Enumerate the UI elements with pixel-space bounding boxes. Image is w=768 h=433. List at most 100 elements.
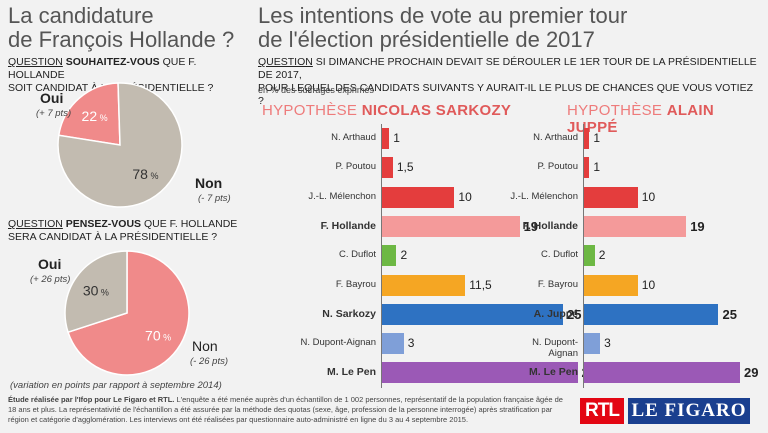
bar-chart-juppe: N. Arthaud 1 P. Poutou 1 J.-L. Mélenchon 10 F.…	[508, 124, 758, 390]
bar-value-label: 1,5	[396, 160, 414, 175]
candidate-label: P. Poutou	[537, 161, 578, 173]
bar	[584, 362, 740, 384]
bar-axis	[381, 124, 382, 388]
pie2-question: QUESTION PENSEZ-VOUS QUE F. HOLLANDE SER…	[8, 218, 248, 244]
candidate-label: F. Bayrou	[537, 278, 578, 290]
bar	[584, 274, 638, 296]
bar	[584, 128, 590, 149]
bar-value-label: 1	[593, 160, 601, 175]
pie-slice-oui	[57, 82, 121, 146]
footer-line3: région et catégorie d'agglomération. Les…	[8, 415, 469, 424]
left-title-line1: La candidature	[8, 3, 154, 28]
candidate-label: M. Le Pen	[326, 366, 376, 379]
hypothesis-name: NICOLAS SARKOZY	[361, 102, 512, 119]
left-title-line2: de François Hollande ?	[8, 27, 235, 52]
pie2-oui-label: Oui	[38, 256, 62, 272]
bar-value-label: 1	[593, 131, 601, 145]
question-line2: POUR LEQUEL DES CANDIDATS SUIVANTS Y AUR…	[258, 82, 753, 107]
bar	[382, 303, 564, 325]
candidate-label: F. Hollande	[522, 219, 578, 232]
pie1-question: QUESTION SOUHAITEZ-VOUS QUE F. HOLLANDE …	[8, 56, 248, 95]
bar	[584, 157, 590, 179]
candidate-label: N. Arthaud	[331, 132, 376, 143]
bar	[382, 215, 520, 237]
bar-value-label: 10	[641, 277, 656, 292]
unit-note: en % des suffrages exprimés	[258, 85, 374, 95]
bar-value-label: 25	[567, 306, 582, 322]
question-bold: SOUHAITEZ-VOUS	[65, 56, 160, 68]
pie-chart-2: 70 % 30 %	[64, 250, 190, 376]
variation-note: (variation en points par rapport à septe…	[10, 380, 222, 391]
bar	[382, 157, 393, 179]
question-prefix: QUESTION	[8, 218, 63, 230]
bar-value-label: 2	[598, 248, 606, 263]
pie2-non-change: (- 26 pts)	[190, 356, 229, 367]
bar	[584, 333, 601, 355]
bar-value-label: 19	[690, 218, 705, 234]
right-title-line1: Les intentions de vote au premier tour	[258, 3, 628, 28]
bar-value-label: 25	[722, 306, 737, 322]
candidate-label: N. Sarkozy	[322, 307, 376, 320]
pie1-non-change: (- 7 pts)	[198, 193, 231, 204]
pie-slice-non	[64, 250, 128, 334]
bar	[584, 186, 638, 208]
right-title: Les intentions de vote au premier tour d…	[258, 4, 627, 52]
bar	[382, 362, 578, 384]
pie-slice-value: 30 %	[83, 282, 109, 298]
hypothesis-name: ALAIN JUPPÉ	[567, 102, 715, 136]
question-bold: PENSEZ-VOUS	[65, 218, 142, 230]
hypothesis-title-juppe: HYPOTHÈSE ALAIN JUPPÉ	[567, 102, 768, 136]
bar-value-label: 11,5	[469, 277, 492, 292]
candidate-label: N. Dupont-Aignan	[300, 337, 376, 349]
rtl-logo: RTL	[580, 398, 624, 424]
pie-slice-value: 22 %	[82, 108, 108, 124]
question-prefix: QUESTION	[258, 56, 313, 68]
right-title-line2: de l'élection présidentielle de 2017	[258, 27, 595, 52]
bar-axis	[583, 124, 584, 388]
bar-chart-sarkozy: N. Arthaud 1 P. Poutou 1,5 J.-L. Mélenchon 10…	[258, 124, 596, 390]
bar	[382, 333, 404, 355]
bar-value-label: 10	[641, 189, 656, 204]
vote-question: QUESTION SI DIMANCHE PROCHAIN DEVAIT SE …	[258, 56, 758, 108]
candidate-label: F. Hollande	[320, 219, 376, 232]
bar	[584, 245, 595, 267]
question-prefix: QUESTION	[8, 56, 63, 68]
footer-line1: L'enquête a été menée auprès d'un échant…	[176, 395, 563, 404]
bar-value-label: 3	[407, 336, 415, 351]
candidate-label: M. Le Pen	[528, 366, 578, 379]
bar-value-label: 1	[393, 131, 400, 145]
bar	[382, 186, 455, 208]
candidate-label: J.-L. Mélenchon	[510, 190, 578, 202]
bar	[382, 128, 390, 149]
pie-chart-1: 22 % 78 %	[57, 82, 183, 208]
pie-slice-non	[57, 82, 183, 208]
pie2-oui-change: (+ 26 pts)	[30, 274, 71, 285]
pie-slice-oui	[67, 250, 190, 376]
hypothesis-prefix: HYPOTHÈSE	[262, 102, 358, 119]
pie-slice-value: 78 %	[132, 166, 158, 182]
bar	[584, 303, 719, 325]
left-title: La candidature de François Hollande ?	[8, 4, 234, 52]
candidate-label: N. Arthaud	[533, 132, 578, 143]
pie1-oui-change: (+ 7 pts)	[36, 108, 72, 119]
question-line2: SERA CANDIDAT À LA PRÉSIDENTIELLE ?	[8, 231, 218, 243]
figaro-logo: LE FIGARO	[628, 398, 750, 424]
candidate-label: F. Bayrou	[335, 278, 376, 290]
hypothesis-title-sarkozy: HYPOTHÈSE NICOLAS SARKOZY	[262, 102, 511, 119]
candidate-label: J.-L. Mélenchon	[308, 190, 376, 202]
footer-text: Étude réalisée par l'Ifop pour Le Figaro…	[8, 395, 563, 425]
bar	[382, 274, 466, 296]
bar-value-label: 10	[458, 189, 472, 204]
candidate-label: A. Juppé	[533, 307, 578, 320]
bar	[584, 215, 687, 237]
bar-value-label: 3	[604, 336, 611, 351]
hypothesis-prefix: HYPOTHÈSE	[567, 102, 663, 119]
bar-value-label: 19	[523, 218, 539, 234]
candidate-label: N. Dupont-Aignan	[532, 337, 578, 360]
footer-bold: Étude réalisée par l'Ifop pour Le Figaro…	[8, 395, 175, 404]
question-line1: SI DIMANCHE PROCHAIN DEVAIT SE DÉROULER …	[258, 56, 757, 81]
pie2-non-label: Non	[192, 338, 218, 354]
candidate-label: C. Duflot	[541, 249, 578, 261]
question-rest: QUE F. HOLLANDE	[143, 218, 238, 230]
candidate-label: P. Poutou	[335, 161, 376, 173]
